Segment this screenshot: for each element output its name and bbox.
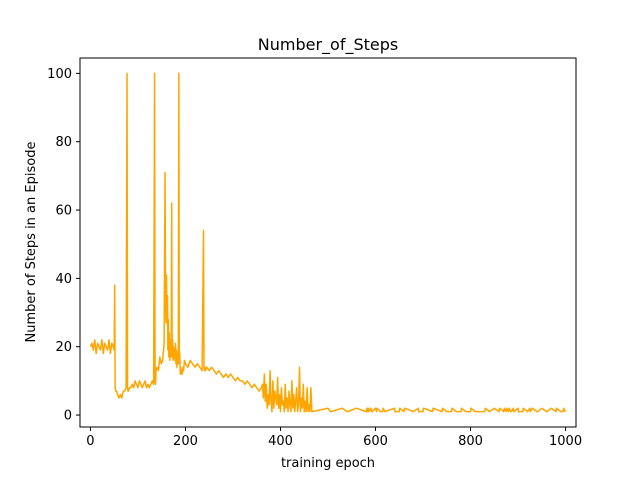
y-tick-label: 20 — [55, 340, 72, 355]
axes-frame — [79, 57, 577, 428]
y-tick-label: 100 — [47, 67, 72, 82]
x-tick-label: 400 — [268, 434, 293, 449]
x-axis-ticks: 0 200 400 600 800 1000 — [86, 427, 582, 449]
y-tick-label: 40 — [55, 272, 72, 287]
x-tick-label: 800 — [458, 434, 483, 449]
series-line-0 — [89, 72, 567, 413]
x-axis-label: training epoch — [281, 456, 375, 471]
series-layer — [89, 72, 567, 413]
y-tick-label: 60 — [55, 204, 72, 219]
x-tick-label: 200 — [173, 434, 198, 449]
y-axis-ticks: 0 20 40 60 80 100 — [47, 67, 80, 424]
y-tick-label: 80 — [55, 135, 72, 150]
plot-area — [80, 58, 576, 427]
x-tick-label: 0 — [86, 434, 94, 449]
chart-title: Number_of_Steps — [258, 35, 398, 55]
x-tick-label: 1000 — [549, 434, 582, 449]
x-tick-label: 600 — [363, 434, 388, 449]
y-axis-label: Number of Steps in an Episode — [24, 142, 39, 343]
y-tick-label: 0 — [64, 409, 72, 424]
